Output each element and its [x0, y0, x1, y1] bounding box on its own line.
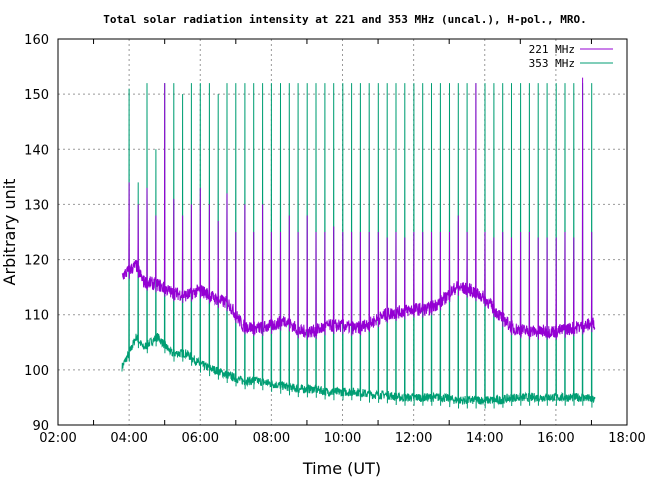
chart-title: Total solar radiation intensity at 221 a… — [103, 13, 586, 26]
legend: 221 MHz 353 MHz — [529, 43, 613, 70]
y-tick-label: 140 — [24, 143, 49, 158]
x-tick-label: 12:00 — [395, 431, 432, 446]
x-tick-label: 10:00 — [324, 431, 361, 446]
y-tick-label: 160 — [24, 33, 49, 48]
x-tick-label: 06:00 — [182, 431, 219, 446]
plot-lines — [121, 77, 596, 409]
x-axis-label: Time (UT) — [302, 459, 381, 478]
x-tick-label: 16:00 — [537, 431, 574, 446]
x-tick-label: 04:00 — [110, 431, 147, 446]
tick-labels: 02:00 04:00 06:00 08:00 10:00 12:00 14:00 16:00… — [24, 33, 646, 446]
legend-label-353: 353 MHz — [529, 57, 575, 70]
x-tick-label: 14:00 — [466, 431, 503, 446]
y-axis-label: Arbitrary unit — [0, 179, 19, 286]
plot-frame — [57, 38, 628, 426]
x-tick-label: 18:00 — [608, 431, 645, 446]
y-tick-label: 120 — [24, 254, 49, 269]
x-tick-label: 08:00 — [253, 431, 290, 446]
series-line-353-mhz — [121, 83, 596, 409]
x-tick-label: 02:00 — [39, 431, 76, 446]
legend-label-221: 221 MHz — [529, 43, 575, 56]
series-line-221-mhz — [121, 77, 596, 340]
y-tick-label: 150 — [24, 88, 49, 103]
y-tick-label: 130 — [24, 198, 49, 213]
y-tick-label: 90 — [32, 419, 49, 434]
y-tick-label: 110 — [24, 309, 49, 324]
y-tick-label: 100 — [24, 364, 49, 379]
